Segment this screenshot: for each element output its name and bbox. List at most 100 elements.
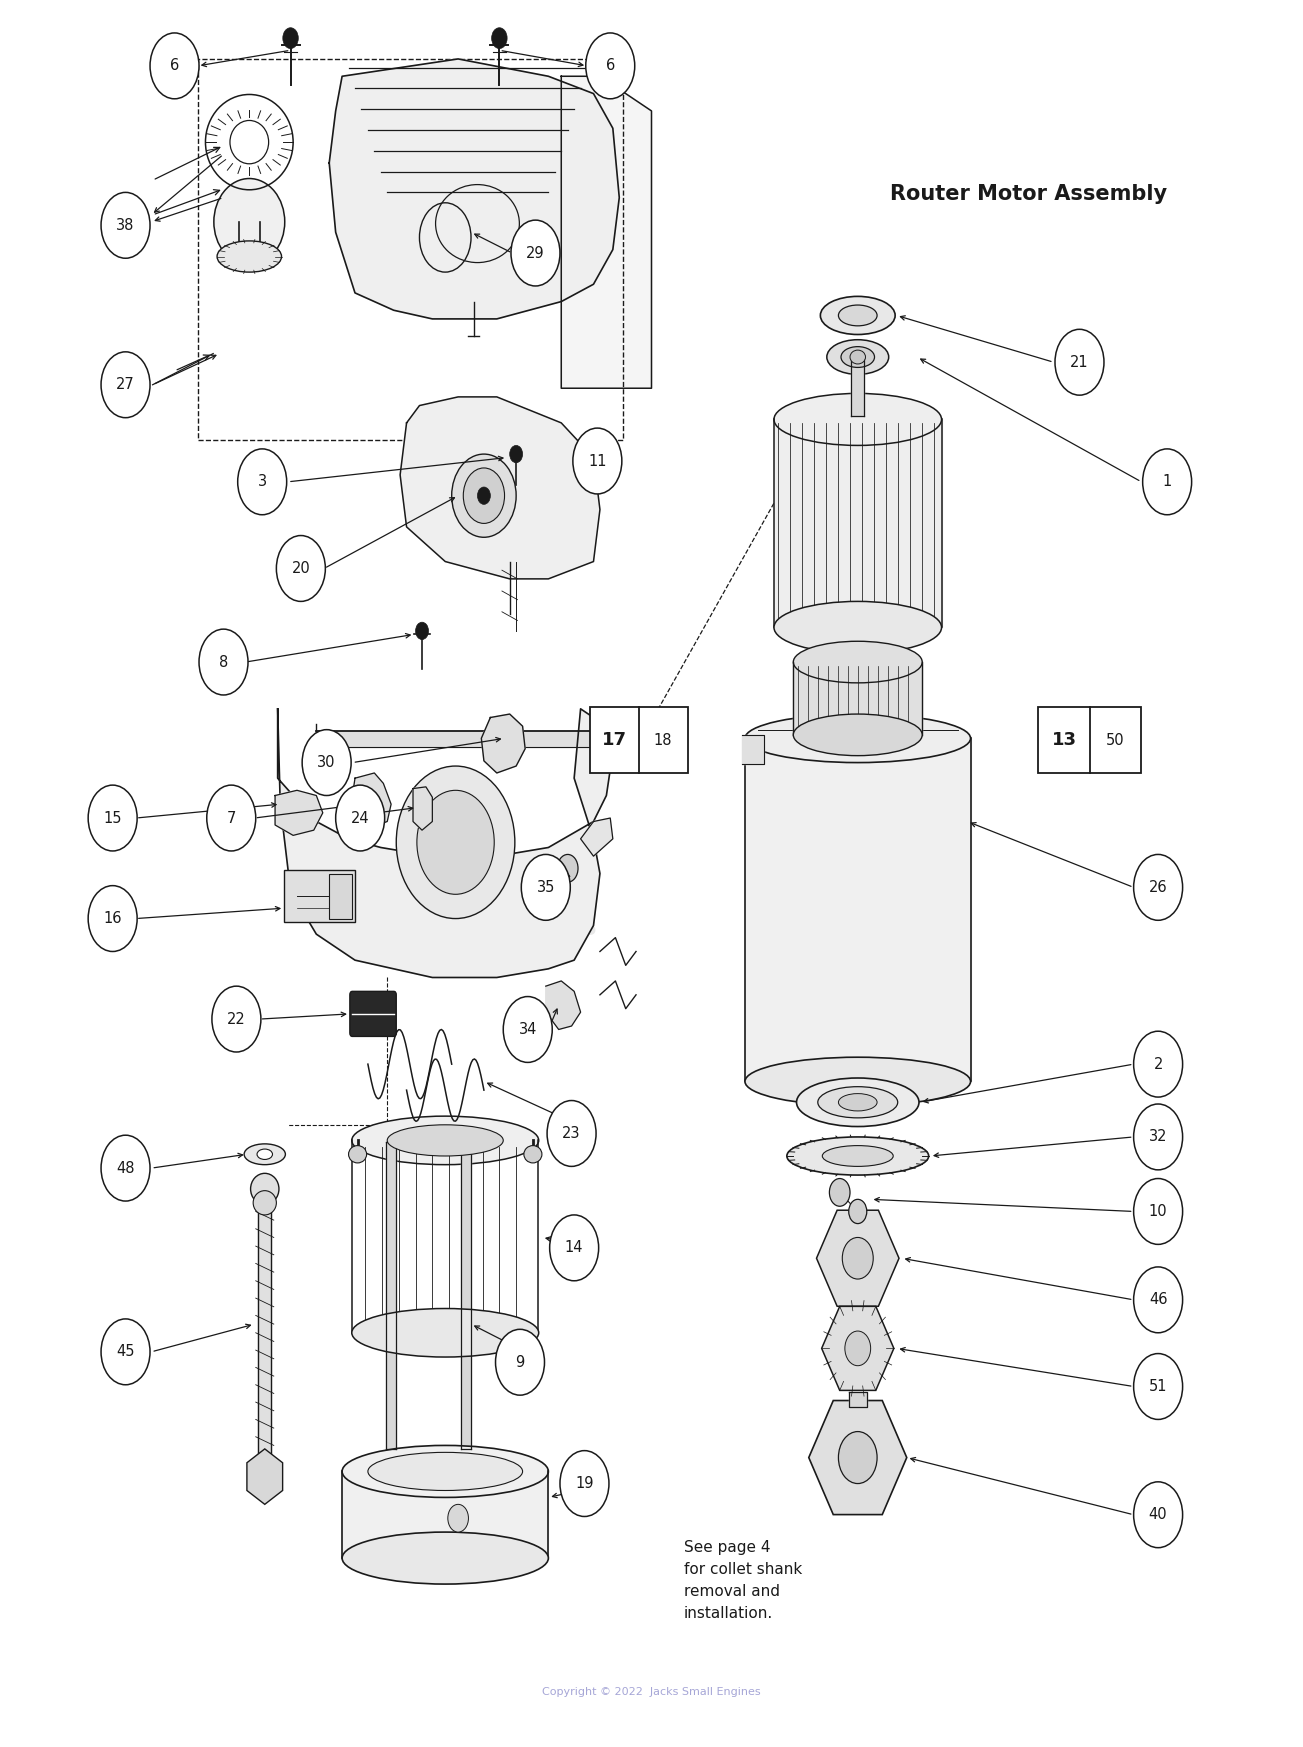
Text: 10: 10 (1149, 1204, 1167, 1219)
Ellipse shape (396, 765, 515, 919)
Circle shape (521, 854, 571, 921)
Circle shape (336, 784, 384, 851)
Circle shape (848, 1200, 866, 1223)
Text: 24: 24 (351, 811, 370, 826)
Text: 48: 48 (116, 1160, 134, 1176)
Ellipse shape (787, 1137, 929, 1176)
Ellipse shape (774, 601, 942, 653)
Polygon shape (743, 735, 765, 765)
Circle shape (842, 1237, 873, 1279)
Circle shape (495, 1329, 545, 1396)
Polygon shape (546, 982, 581, 1029)
Ellipse shape (387, 1125, 503, 1157)
Polygon shape (275, 790, 323, 835)
Text: 6: 6 (169, 58, 179, 73)
Circle shape (560, 1450, 609, 1516)
Ellipse shape (214, 178, 285, 266)
Text: 18: 18 (654, 732, 672, 748)
Polygon shape (745, 739, 971, 1081)
Ellipse shape (349, 1146, 366, 1164)
Text: 21: 21 (1070, 355, 1089, 370)
Text: 22: 22 (227, 1012, 246, 1027)
Circle shape (550, 1214, 598, 1281)
Circle shape (1134, 1267, 1183, 1333)
Ellipse shape (253, 1191, 276, 1214)
Text: 13: 13 (1052, 730, 1076, 749)
Text: 15: 15 (103, 811, 122, 826)
Ellipse shape (794, 641, 923, 683)
Text: 29: 29 (526, 246, 545, 260)
Circle shape (1143, 449, 1192, 515)
Circle shape (417, 790, 494, 894)
Text: 50: 50 (1106, 732, 1124, 748)
Ellipse shape (250, 1174, 279, 1204)
Circle shape (102, 192, 150, 259)
Circle shape (1055, 328, 1104, 395)
Text: 16: 16 (103, 912, 122, 926)
Circle shape (547, 1101, 595, 1167)
Circle shape (1134, 854, 1183, 921)
Circle shape (491, 28, 507, 49)
FancyBboxPatch shape (590, 708, 688, 772)
FancyBboxPatch shape (349, 991, 396, 1036)
Text: Router Motor Assembly: Router Motor Assembly (890, 183, 1167, 204)
Circle shape (212, 985, 261, 1052)
Polygon shape (581, 818, 612, 856)
Text: Copyright © 2022  Jacks Small Engines: Copyright © 2022 Jacks Small Engines (542, 1686, 761, 1696)
Polygon shape (258, 1202, 271, 1462)
Polygon shape (330, 59, 619, 320)
Ellipse shape (838, 1094, 877, 1111)
Circle shape (1134, 1481, 1183, 1548)
FancyBboxPatch shape (284, 870, 354, 922)
Text: 2: 2 (1153, 1057, 1162, 1071)
Text: 20: 20 (292, 561, 310, 577)
Circle shape (207, 784, 255, 851)
Ellipse shape (827, 339, 889, 374)
Text: 11: 11 (588, 454, 607, 468)
Ellipse shape (838, 306, 877, 327)
Text: 9: 9 (516, 1354, 525, 1370)
Text: 14: 14 (566, 1240, 584, 1256)
Ellipse shape (218, 241, 281, 273)
Ellipse shape (524, 1146, 542, 1164)
Circle shape (838, 1431, 877, 1483)
Ellipse shape (244, 1144, 285, 1165)
Polygon shape (794, 662, 923, 735)
FancyBboxPatch shape (330, 874, 352, 919)
Circle shape (448, 1504, 469, 1532)
Ellipse shape (343, 1532, 549, 1585)
Text: See page 4
for collet shank
removal and
installation.: See page 4 for collet shank removal and … (684, 1539, 801, 1621)
FancyBboxPatch shape (1038, 708, 1141, 772)
Circle shape (586, 33, 635, 100)
Ellipse shape (818, 1087, 898, 1118)
Circle shape (503, 996, 552, 1062)
Ellipse shape (745, 1057, 971, 1106)
Text: 23: 23 (563, 1127, 581, 1141)
Circle shape (89, 886, 137, 952)
Text: 8: 8 (219, 655, 228, 669)
Circle shape (477, 487, 490, 505)
Circle shape (1134, 1104, 1183, 1170)
Ellipse shape (352, 1309, 538, 1357)
Polygon shape (352, 772, 391, 828)
Text: 19: 19 (575, 1476, 594, 1490)
Polygon shape (461, 1143, 470, 1448)
Text: 32: 32 (1149, 1129, 1167, 1144)
Circle shape (362, 793, 378, 814)
Circle shape (464, 468, 504, 524)
Text: 3: 3 (258, 475, 267, 489)
Text: 34: 34 (519, 1022, 537, 1038)
Circle shape (844, 1331, 870, 1366)
Circle shape (830, 1179, 850, 1205)
Text: 46: 46 (1149, 1293, 1167, 1307)
Circle shape (1134, 1354, 1183, 1419)
Polygon shape (851, 356, 864, 416)
Text: 40: 40 (1149, 1508, 1167, 1522)
Ellipse shape (796, 1078, 919, 1127)
Ellipse shape (840, 346, 874, 367)
Ellipse shape (452, 454, 516, 538)
Ellipse shape (257, 1150, 272, 1160)
Text: Jacks
SMALL ENGINES: Jacks SMALL ENGINES (396, 894, 597, 940)
Ellipse shape (367, 1452, 523, 1490)
Ellipse shape (821, 297, 895, 334)
